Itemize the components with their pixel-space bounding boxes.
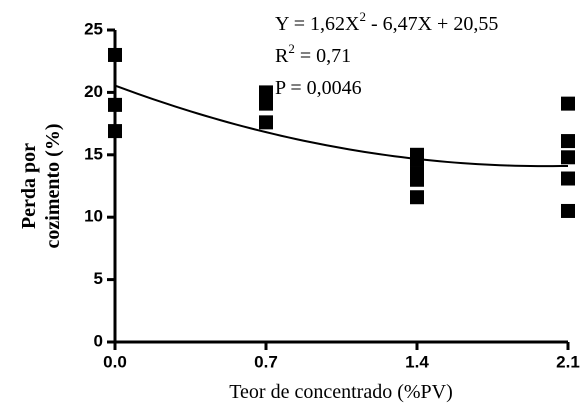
equation-term: 1,62X — [310, 13, 360, 35]
y-tick-label: 10 — [84, 207, 103, 226]
point — [410, 152, 424, 167]
p-value: P = 0,0046 — [275, 77, 362, 99]
point — [259, 115, 273, 130]
y-axis-label-line: Perda por — [18, 143, 40, 229]
equation: Y = 1,62X2 - 6,47X + 20,55 — [275, 9, 498, 35]
r2-exp: 2 — [288, 41, 295, 56]
point — [108, 124, 122, 139]
point — [561, 171, 575, 186]
point — [259, 96, 273, 111]
y-tick-label: 20 — [84, 82, 103, 101]
point — [561, 134, 575, 149]
y-tick-label: 15 — [84, 144, 103, 163]
point — [561, 203, 575, 218]
y-axis-label: Perda por cozimento (%) — [18, 124, 64, 249]
equation-term: + 20,55 — [432, 13, 498, 35]
point — [410, 172, 424, 187]
r-squared: R2 = 0,71 — [275, 41, 351, 67]
equation-lhs: Y = — [275, 13, 305, 35]
x-axis-label: Teor de concentrado (%PV) — [229, 381, 453, 403]
x-tick-label: 0.0 — [103, 352, 127, 371]
y-tick-label: 5 — [94, 269, 103, 288]
equation-term: - 6,47X — [366, 13, 433, 35]
x-tick-label: 1.4 — [405, 352, 429, 371]
y-tick-label: 25 — [84, 19, 103, 38]
r2-base: R — [275, 45, 289, 67]
y-tick-label: 0 — [94, 331, 103, 350]
equation-exp: 2 — [359, 9, 366, 24]
point — [561, 150, 575, 165]
y-axis-label-line: cozimento (%) — [42, 124, 64, 249]
fit-curve — [114, 84, 569, 168]
point — [561, 96, 575, 111]
point — [108, 97, 122, 112]
point — [108, 47, 122, 62]
x-tick-label: 0.7 — [254, 352, 278, 371]
x-tick-label: 2.1 — [556, 352, 580, 371]
point — [410, 190, 424, 205]
r2-rest: = 0,71 — [295, 45, 351, 67]
